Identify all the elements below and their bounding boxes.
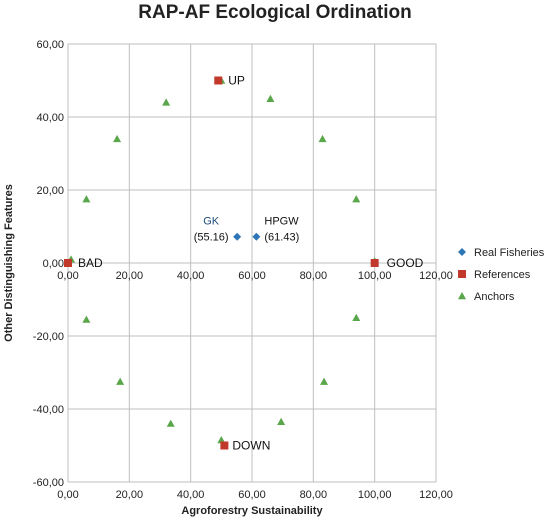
reference-point xyxy=(370,259,379,267)
y-tick-label: -40,00 xyxy=(33,404,64,416)
x-tick-label-center: 40,00 xyxy=(177,270,205,282)
real-fishery-label: GK xyxy=(203,216,220,228)
reference-point xyxy=(214,76,223,85)
x-tick-label: 120,00 xyxy=(419,489,453,501)
anchor-point xyxy=(113,134,122,143)
chart-title: RAP-AF Ecological Ordination xyxy=(138,2,412,23)
y-tick-label: 40,00 xyxy=(36,112,64,124)
legend-marker xyxy=(458,270,466,278)
x-tick-label-center: 120,00 xyxy=(419,270,453,282)
anchor-point xyxy=(82,315,91,323)
real-fishery-point xyxy=(233,232,242,241)
real-fishery-label: HPGW xyxy=(264,216,299,228)
y-tick-label: -60,00 xyxy=(33,477,64,489)
real-fishery-point xyxy=(252,232,261,241)
x-tick-label-center: 20,00 xyxy=(116,270,144,282)
anchor-point xyxy=(116,377,125,385)
reference-label: UP xyxy=(228,74,245,88)
legend-label: Real Fisheries xyxy=(474,247,545,259)
x-tick-label: 80,00 xyxy=(300,489,328,501)
legend-label: References xyxy=(474,269,531,281)
legend-label: Anchors xyxy=(474,291,515,303)
reference-point xyxy=(64,259,72,267)
reference-label: GOOD xyxy=(387,256,424,270)
anchor-point xyxy=(320,377,329,385)
y-tick-label: -20,00 xyxy=(33,331,64,343)
x-tick-label-center: 80,00 xyxy=(300,270,328,282)
reference-label: BAD xyxy=(78,256,103,270)
y-axis-title: Other Distinguishing Features xyxy=(3,184,15,342)
anchor-point xyxy=(82,195,91,203)
anchor-point xyxy=(277,417,286,425)
x-tick-label: 60,00 xyxy=(238,489,266,501)
reference-point xyxy=(220,441,229,450)
anchor-point xyxy=(352,195,361,203)
x-tick-label: 20,00 xyxy=(116,489,144,501)
x-tick-label-center: 100,00 xyxy=(358,270,392,282)
x-tick-label: 100,00 xyxy=(358,489,392,501)
x-tick-label-center: 60,00 xyxy=(238,270,266,282)
real-fishery-value-label: (55.16) xyxy=(194,232,229,244)
anchor-point xyxy=(162,98,171,106)
y-tick-label: 0,00 xyxy=(43,258,64,270)
anchor-point xyxy=(352,313,361,321)
anchor-point xyxy=(166,419,175,427)
x-tick-label: 0,00 xyxy=(57,489,78,501)
legend-marker xyxy=(458,248,466,256)
anchor-point xyxy=(217,436,226,444)
anchor-point xyxy=(318,134,327,143)
legend-marker xyxy=(458,292,466,300)
y-tick-label: 20,00 xyxy=(36,185,64,197)
real-fishery-value-label: (61.43) xyxy=(264,232,299,244)
y-tick-label: 60,00 xyxy=(36,39,64,51)
x-tick-label: 40,00 xyxy=(177,489,205,501)
x-axis-title: Agroforestry Sustainability xyxy=(181,505,323,517)
reference-label: DOWN xyxy=(232,439,270,453)
x-tick-label-center: 0,00 xyxy=(57,270,78,282)
anchor-point xyxy=(266,94,275,102)
